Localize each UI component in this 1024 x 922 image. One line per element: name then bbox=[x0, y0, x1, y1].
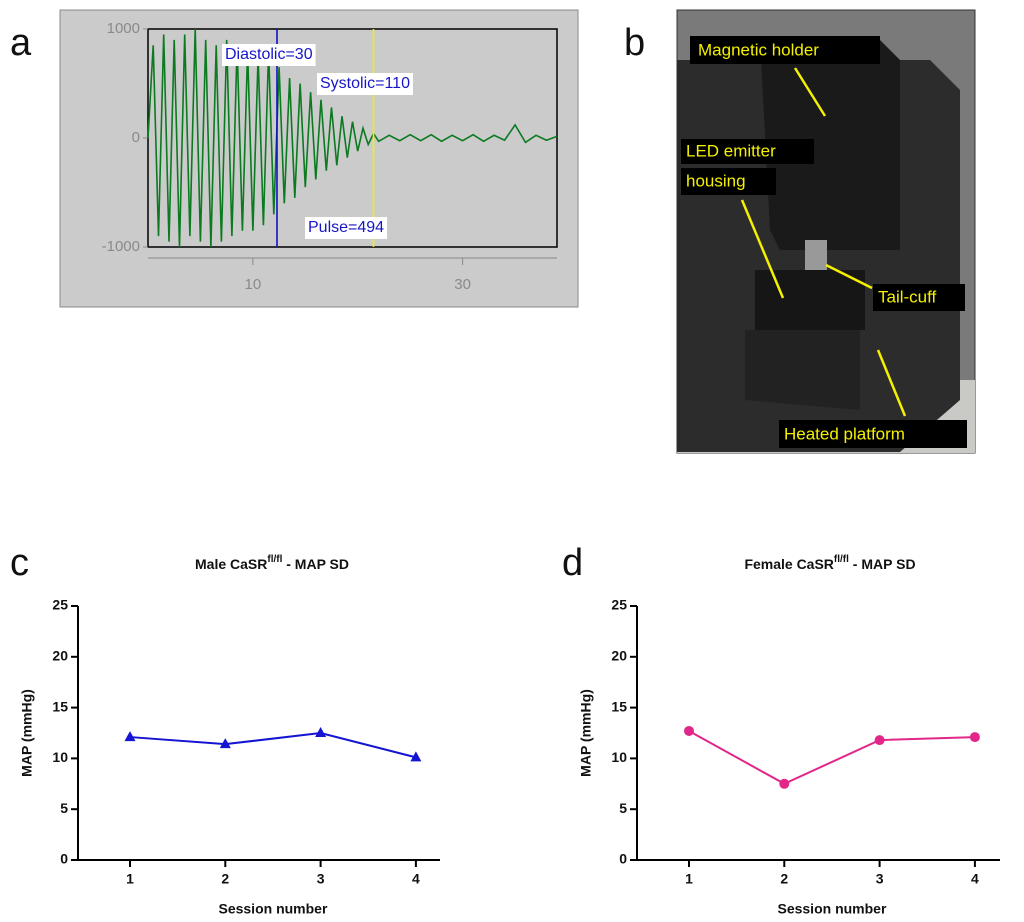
annotation-box bbox=[305, 217, 388, 239]
arrow bbox=[825, 263, 873, 290]
annotation: Diastolic=30 bbox=[225, 46, 313, 63]
panel-label: c bbox=[10, 542, 29, 584]
y-tick-label: 25 bbox=[52, 597, 68, 613]
data-line bbox=[688, 730, 975, 785]
point bbox=[124, 731, 136, 742]
photo-label: housing bbox=[686, 171, 746, 190]
arrow bbox=[793, 67, 827, 117]
point bbox=[874, 735, 885, 746]
point bbox=[315, 727, 327, 737]
photo-label: Tail-cuff bbox=[878, 287, 937, 306]
panel-label: d bbox=[562, 542, 583, 584]
point bbox=[779, 778, 790, 789]
label-bg bbox=[690, 36, 880, 64]
y-axis-label: MAP (mmHg) bbox=[19, 689, 35, 777]
x-tick-label: 4 bbox=[971, 871, 979, 887]
photo-label: LED emitter bbox=[686, 141, 776, 160]
y-tick-label: 5 bbox=[60, 800, 68, 816]
photo-label: Heated platform bbox=[784, 424, 905, 443]
y-tick-label: 10 bbox=[52, 749, 68, 765]
x-tick-label: 10 bbox=[245, 276, 262, 293]
chart-title: Female CaSRfl/fl - MAP SD bbox=[744, 554, 915, 572]
annotation: Pulse=494 bbox=[308, 219, 384, 236]
photo-led-base bbox=[745, 330, 860, 410]
panel-label: a bbox=[10, 22, 32, 64]
label-bg bbox=[873, 284, 965, 311]
point bbox=[219, 738, 231, 749]
photo: Magnetic holder LED emitter housing Tail… bbox=[676, 9, 976, 454]
photo-label: Magnetic holder bbox=[698, 40, 819, 59]
x-axis-label: Session number bbox=[218, 901, 327, 917]
y-tick-label: 20 bbox=[52, 648, 68, 664]
x-tick-label: 1 bbox=[126, 871, 134, 887]
y-tick-label: 5 bbox=[619, 800, 627, 816]
y-tick-label: 10 bbox=[611, 749, 627, 765]
y-axis-label: MAP (mmHg) bbox=[578, 689, 594, 777]
waveform bbox=[147, 28, 558, 248]
title-text: Female CaSR bbox=[744, 556, 833, 572]
arrow bbox=[740, 199, 785, 299]
panel-label: b bbox=[624, 22, 645, 64]
y-tick-label: 1000 bbox=[107, 20, 140, 37]
x-tick-label: 30 bbox=[454, 276, 471, 293]
y-tick-label: -1000 bbox=[102, 238, 140, 255]
label-bg bbox=[681, 139, 814, 164]
y-tick-label: 15 bbox=[52, 698, 68, 714]
photo-cuff bbox=[805, 240, 827, 270]
x-axis-label: Session number bbox=[777, 901, 886, 917]
x-tick-label: 4 bbox=[412, 871, 420, 887]
x-tick-label: 1 bbox=[685, 871, 693, 887]
annotation-box bbox=[317, 73, 413, 95]
title-text: Male CaSR bbox=[195, 556, 267, 572]
annotation: Systolic=110 bbox=[320, 75, 410, 92]
x-tick-label: 3 bbox=[317, 871, 325, 887]
y-tick-label: 15 bbox=[611, 698, 627, 714]
arrow bbox=[876, 349, 907, 417]
y-tick-label: 0 bbox=[619, 851, 627, 867]
title-suffix: - MAP SD bbox=[282, 556, 349, 572]
y-tick-label: 25 bbox=[611, 597, 627, 613]
label-bg bbox=[779, 420, 967, 448]
title-superscript: fl/fl bbox=[834, 554, 849, 565]
title-superscript: fl/fl bbox=[267, 554, 282, 565]
y-tick-label: 0 bbox=[60, 851, 68, 867]
title-suffix: - MAP SD bbox=[849, 556, 916, 572]
photo-holder bbox=[760, 40, 900, 250]
x-tick-label: 2 bbox=[221, 871, 229, 887]
point bbox=[684, 725, 694, 736]
point bbox=[410, 751, 422, 762]
x-tick-label: 3 bbox=[876, 871, 884, 887]
label-bg bbox=[681, 168, 776, 195]
chart-title: Male CaSRfl/fl - MAP SD bbox=[195, 554, 349, 572]
y-tick-label: 0 bbox=[132, 129, 140, 146]
x-tick-label: 2 bbox=[780, 871, 788, 887]
data-line bbox=[129, 731, 417, 759]
y-tick-label: 20 bbox=[611, 648, 627, 664]
point bbox=[969, 732, 980, 743]
annotation-box bbox=[222, 44, 316, 66]
photo-led bbox=[755, 270, 865, 330]
